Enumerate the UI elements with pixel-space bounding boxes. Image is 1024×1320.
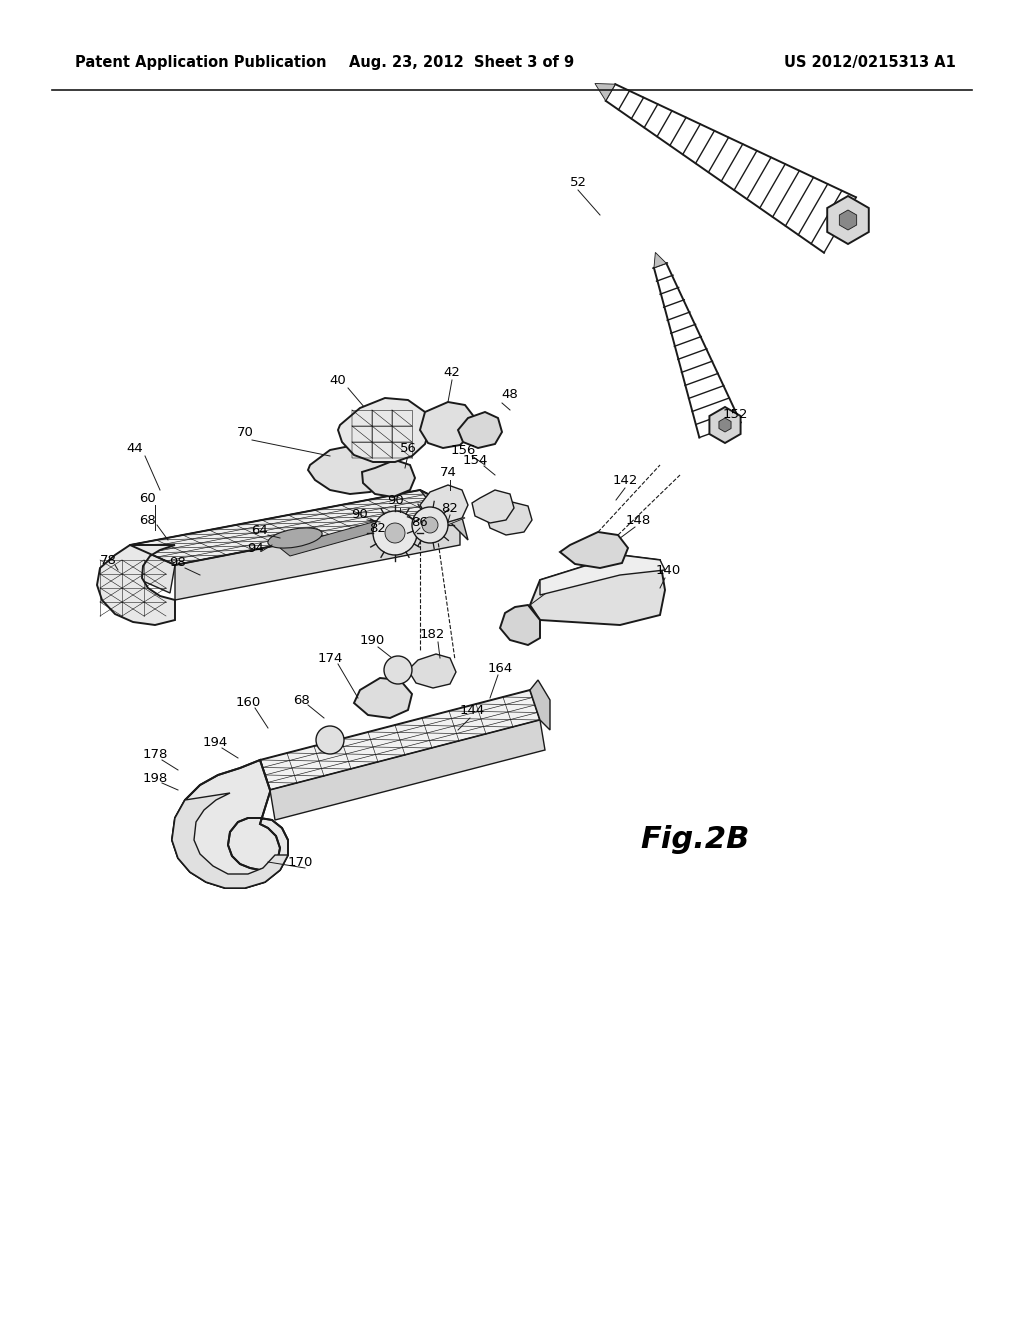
Text: 40: 40	[330, 374, 346, 387]
Text: 174: 174	[317, 652, 343, 664]
Text: 156: 156	[451, 444, 476, 457]
Text: 164: 164	[487, 661, 513, 675]
Polygon shape	[172, 793, 288, 888]
Text: 74: 74	[439, 466, 457, 479]
Text: Aug. 23, 2012  Sheet 3 of 9: Aug. 23, 2012 Sheet 3 of 9	[349, 54, 574, 70]
Polygon shape	[280, 520, 390, 556]
Text: 190: 190	[359, 634, 385, 647]
Text: 142: 142	[612, 474, 638, 487]
Text: 170: 170	[288, 855, 312, 869]
Text: 90: 90	[351, 508, 369, 521]
Text: 148: 148	[626, 513, 650, 527]
Text: 48: 48	[502, 388, 518, 401]
Text: Patent Application Publication: Patent Application Publication	[75, 54, 327, 70]
Text: 86: 86	[412, 516, 428, 528]
Polygon shape	[710, 407, 740, 444]
Polygon shape	[172, 760, 288, 888]
Polygon shape	[270, 719, 545, 820]
Polygon shape	[458, 412, 502, 447]
Polygon shape	[408, 653, 456, 688]
Polygon shape	[260, 690, 540, 789]
Polygon shape	[827, 195, 868, 244]
Circle shape	[422, 517, 438, 533]
Text: 94: 94	[247, 541, 263, 554]
Polygon shape	[130, 490, 460, 565]
Polygon shape	[530, 680, 550, 730]
Text: 82: 82	[370, 521, 386, 535]
Polygon shape	[540, 554, 665, 595]
Polygon shape	[420, 484, 468, 523]
Text: 98: 98	[170, 556, 186, 569]
Ellipse shape	[268, 528, 323, 548]
Text: 160: 160	[236, 696, 261, 709]
Polygon shape	[486, 502, 532, 535]
Circle shape	[316, 726, 344, 754]
Text: 64: 64	[252, 524, 268, 536]
Text: 68: 68	[294, 693, 310, 706]
Polygon shape	[500, 605, 540, 645]
Polygon shape	[308, 445, 395, 494]
Polygon shape	[362, 459, 415, 498]
Polygon shape	[719, 418, 731, 432]
Polygon shape	[125, 545, 175, 593]
Text: 152: 152	[722, 408, 748, 421]
Polygon shape	[840, 210, 857, 230]
Text: 154: 154	[462, 454, 487, 466]
Polygon shape	[530, 554, 665, 624]
Polygon shape	[472, 490, 514, 523]
Text: 140: 140	[655, 564, 681, 577]
Polygon shape	[97, 545, 175, 624]
Polygon shape	[560, 532, 628, 568]
Polygon shape	[654, 252, 667, 268]
Polygon shape	[595, 83, 615, 100]
Polygon shape	[338, 399, 430, 462]
Text: 70: 70	[237, 425, 253, 438]
Text: US 2012/0215313 A1: US 2012/0215313 A1	[784, 54, 956, 70]
Text: 44: 44	[127, 441, 143, 454]
Text: 78: 78	[99, 553, 117, 566]
Text: 198: 198	[142, 771, 168, 784]
Circle shape	[384, 656, 412, 684]
Text: 90: 90	[387, 494, 403, 507]
Text: 52: 52	[569, 176, 587, 189]
Text: 42: 42	[443, 366, 461, 379]
Text: 82: 82	[441, 502, 459, 515]
Text: Fig.2B: Fig.2B	[640, 825, 750, 854]
Polygon shape	[420, 490, 468, 540]
Text: 56: 56	[399, 441, 417, 454]
Polygon shape	[420, 403, 475, 447]
Text: 144: 144	[460, 704, 484, 717]
Polygon shape	[175, 510, 460, 601]
Text: 60: 60	[139, 491, 157, 504]
Circle shape	[385, 523, 406, 543]
Text: 194: 194	[203, 735, 227, 748]
Text: 68: 68	[139, 513, 157, 527]
Circle shape	[412, 507, 449, 543]
Text: 182: 182	[419, 628, 444, 642]
Polygon shape	[354, 678, 412, 718]
Text: 178: 178	[142, 748, 168, 762]
Circle shape	[373, 511, 417, 554]
Polygon shape	[415, 510, 465, 532]
